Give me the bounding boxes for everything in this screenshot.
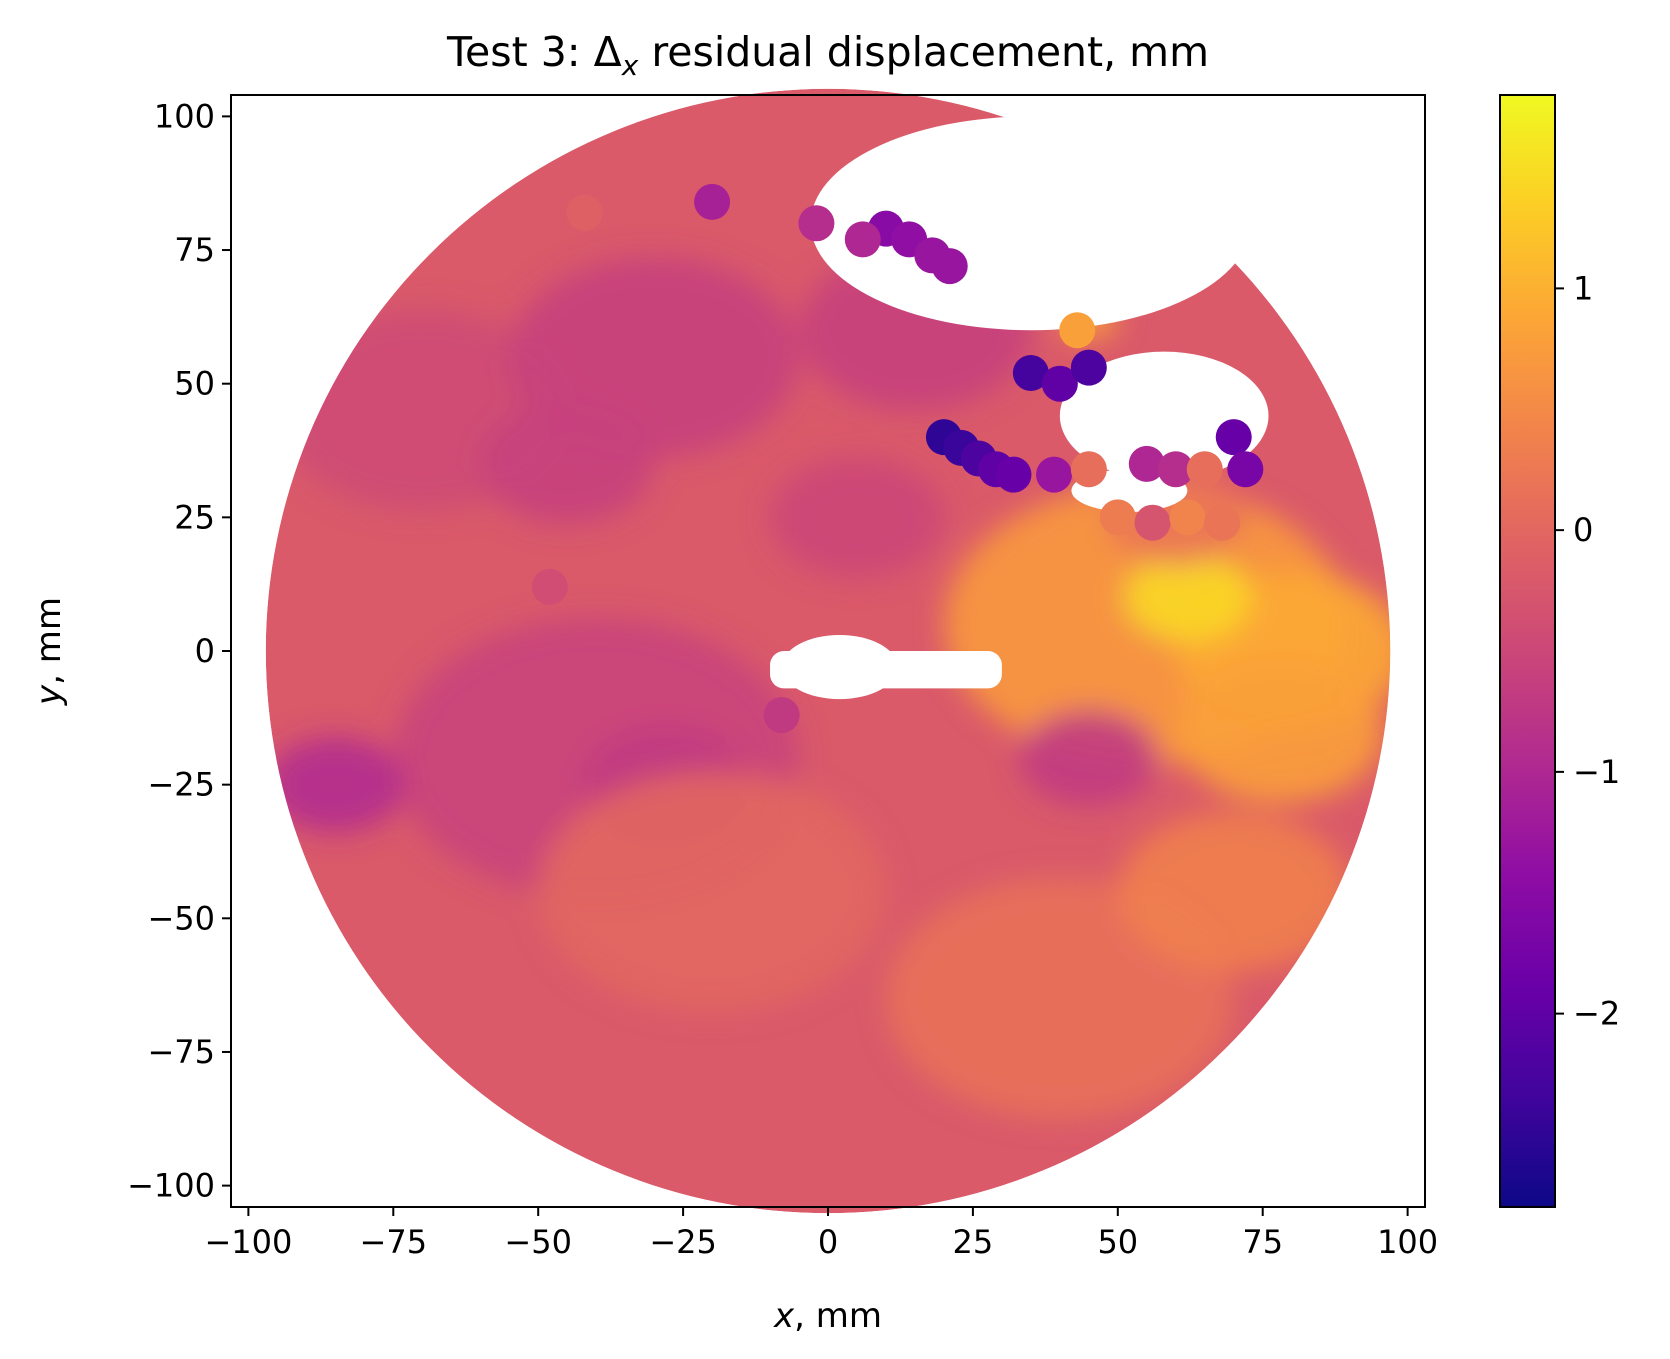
y-axis-label: y, mm — [29, 597, 69, 706]
scatter-point — [531, 568, 568, 605]
outlier-markers — [531, 183, 1264, 734]
y-tick-label: −75 — [147, 1033, 215, 1071]
value-regions — [265, 250, 1391, 1119]
colorbar-ticks: 1 0 −1 −2 — [1555, 269, 1620, 1033]
value-region — [538, 771, 886, 1012]
title-prefix: Test 3: Δ — [446, 28, 622, 76]
colorbar-tick-label: 0 — [1573, 511, 1593, 549]
scatter-point — [1215, 419, 1252, 456]
colorbar-scale — [1499, 94, 1556, 1208]
colorbar-tick-label: 1 — [1573, 269, 1593, 307]
y-tick-label: −50 — [147, 899, 215, 937]
scatter-point — [1070, 349, 1107, 386]
x-tick-label: 0 — [818, 1223, 838, 1261]
scatter-point — [1227, 451, 1264, 488]
scatter-point — [1186, 451, 1223, 488]
scatter-point — [995, 456, 1032, 493]
title-subscript: x — [621, 49, 639, 82]
colorbar-tick-label: −1 — [1573, 753, 1620, 791]
x-axis-label-var: x — [773, 1296, 795, 1336]
scatter-point — [1134, 504, 1171, 541]
y-tick-label: 50 — [174, 365, 215, 403]
x-axis-label: x, mm — [773, 1296, 882, 1336]
y-tick-label: 75 — [174, 231, 215, 269]
y-axis-label-unit: , mm — [29, 597, 69, 685]
x-tick-label: −100 — [204, 1223, 292, 1261]
scatter-point — [798, 205, 835, 242]
scatter-point — [1036, 456, 1073, 493]
chart-title: Test 3: Δx residual displacement, mm — [446, 28, 1209, 82]
scatter-point — [694, 183, 731, 220]
data-gap — [781, 634, 898, 700]
title-suffix: residual displacement, mm — [638, 28, 1209, 76]
colorbar-tick-label: −2 — [1573, 995, 1620, 1033]
scatter-point — [763, 697, 800, 734]
value-region — [509, 256, 800, 458]
y-tick-label: 100 — [154, 97, 215, 135]
x-tick-label: 100 — [1377, 1223, 1438, 1261]
scatter-point — [1099, 499, 1136, 536]
x-axis-label-unit: , mm — [794, 1296, 882, 1336]
scatter-point — [844, 221, 881, 258]
y-tick-label: 25 — [174, 498, 215, 536]
x-tick-label: −50 — [504, 1223, 572, 1261]
plot-area — [265, 88, 1391, 1214]
y-tick-label: −100 — [127, 1167, 215, 1205]
x-axis: −100 −75 −50 −25 0 25 50 75 100 — [204, 1207, 1438, 1261]
missing-data-gaps — [770, 116, 1269, 700]
scatter-point — [566, 194, 603, 231]
scatter-point — [1059, 312, 1096, 349]
data-gap — [1059, 351, 1269, 480]
scatter-point — [1070, 451, 1107, 488]
x-tick-label: 75 — [1242, 1223, 1283, 1261]
value-region — [265, 736, 405, 833]
value-region — [1117, 811, 1350, 972]
y-tick-label: 0 — [195, 632, 215, 670]
scatter-point — [931, 248, 968, 285]
x-tick-label: −75 — [360, 1223, 428, 1261]
value-region — [1019, 709, 1159, 807]
scatter-point — [1041, 365, 1078, 402]
scatter-point — [1012, 355, 1049, 391]
y-tick-label: −25 — [147, 766, 215, 804]
colorbar: 1 0 −1 −2 — [1499, 94, 1620, 1208]
scatter-point — [1157, 451, 1194, 488]
scatter-point — [1204, 504, 1241, 541]
y-axis: 100 75 50 25 0 −25 −50 −75 −100 — [127, 97, 231, 1205]
x-tick-label: 25 — [953, 1223, 994, 1261]
scatter-point — [1169, 499, 1206, 536]
value-region — [770, 457, 944, 578]
data-gap — [810, 116, 1252, 331]
scatter-point — [1128, 445, 1165, 482]
value-region — [1123, 553, 1252, 642]
x-tick-label: 50 — [1097, 1223, 1138, 1261]
x-tick-label: −25 — [649, 1223, 717, 1261]
value-region — [1175, 659, 1385, 804]
y-axis-label-var: y — [29, 684, 69, 706]
